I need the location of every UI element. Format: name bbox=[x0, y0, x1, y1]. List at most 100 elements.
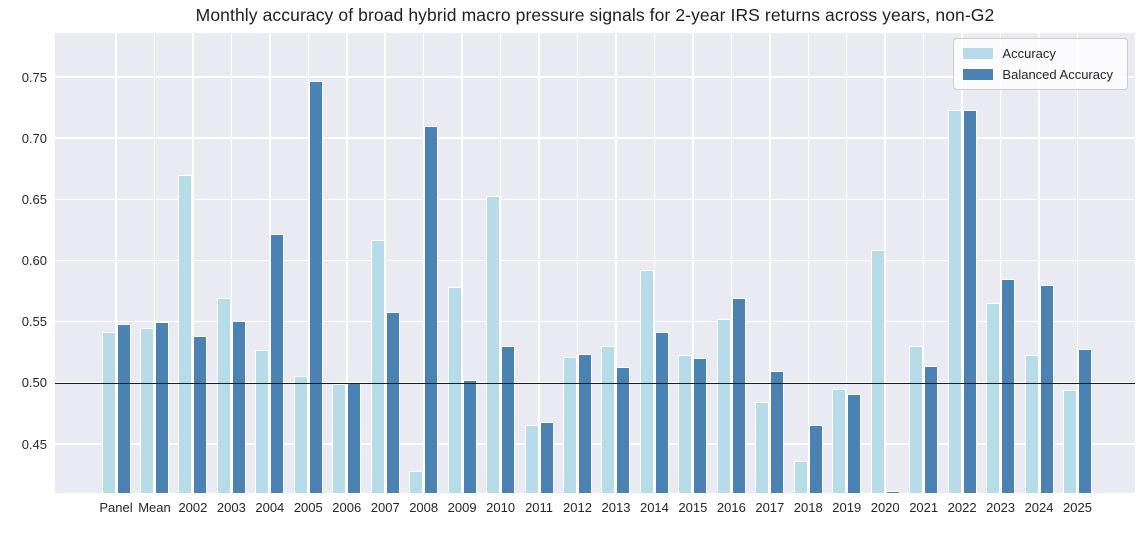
x-tick-label: 2020 bbox=[870, 500, 900, 515]
plot-area: Accuracy Balanced Accuracy 0.45 0.50 0.55 0… bbox=[22, 33, 1135, 515]
x-tick-label: 2014 bbox=[639, 500, 669, 515]
bar-accuracy-2002 bbox=[178, 174, 193, 493]
gridline-vertical bbox=[230, 33, 233, 493]
x-tick-label: 2004 bbox=[255, 500, 285, 515]
x-tick-label: 2012 bbox=[563, 500, 592, 515]
gridline-vertical bbox=[1076, 33, 1079, 493]
legend-swatch-balanced-accuracy-icon bbox=[963, 69, 994, 80]
x-tick-label: 2011 bbox=[525, 500, 554, 515]
gridline-vertical bbox=[192, 33, 194, 493]
bar-balanced-accuracy-2010 bbox=[501, 346, 516, 493]
bar-accuracy-2014 bbox=[639, 270, 654, 493]
bar-accuracy-2009 bbox=[447, 287, 462, 493]
bar-accuracy-2020 bbox=[870, 249, 885, 493]
gridline-vertical bbox=[615, 33, 617, 493]
legend-swatch-accuracy-icon bbox=[963, 48, 994, 59]
gridline-horizontal bbox=[55, 76, 1135, 78]
y-tick-label: 0.45 bbox=[21, 436, 47, 452]
x-tick-label: 2025 bbox=[1063, 500, 1092, 515]
bar-accuracy-panel bbox=[101, 331, 116, 493]
x-tick-label: 2018 bbox=[793, 500, 823, 515]
gridline-vertical bbox=[653, 33, 656, 493]
y-tick-label: 0.65 bbox=[21, 191, 47, 207]
x-tick-label: 2019 bbox=[832, 500, 862, 515]
gridline-vertical bbox=[576, 33, 579, 493]
gridline-vertical bbox=[346, 33, 348, 493]
bar-balanced-accuracy-2019 bbox=[847, 393, 862, 493]
bar-accuracy-2004 bbox=[255, 349, 270, 493]
bar-balanced-accuracy-2016 bbox=[731, 298, 746, 493]
x-tick-label: 2016 bbox=[716, 500, 746, 515]
bar-accuracy-2016 bbox=[716, 319, 731, 493]
bar-balanced-accuracy-2009 bbox=[462, 380, 477, 493]
bar-balanced-accuracy-2006 bbox=[347, 382, 362, 493]
gridline-vertical bbox=[769, 33, 771, 493]
bar-balanced-accuracy-2022 bbox=[962, 110, 977, 493]
bar-balanced-accuracy-2003 bbox=[231, 320, 246, 493]
legend-label-balanced-accuracy: Balanced Accuracy bbox=[1002, 67, 1113, 82]
bar-accuracy-2006 bbox=[332, 384, 347, 493]
x-tick-label: 2006 bbox=[332, 500, 362, 515]
bar-balanced-accuracy-2002 bbox=[193, 336, 208, 493]
bar-accuracy-2024 bbox=[1024, 354, 1039, 493]
bar-balanced-accuracy-2007 bbox=[385, 311, 400, 493]
gridline-vertical bbox=[999, 33, 1002, 493]
gridline-horizontal bbox=[55, 137, 1135, 139]
gridline-vertical bbox=[807, 33, 810, 493]
x-tick-label: 2015 bbox=[678, 500, 708, 515]
bar-accuracy-2008 bbox=[409, 470, 424, 493]
gridline-vertical bbox=[307, 33, 310, 493]
y-tick-label: 0.75 bbox=[21, 69, 47, 85]
legend-item-accuracy: Accuracy bbox=[963, 46, 1117, 61]
gridline-vertical bbox=[499, 33, 502, 493]
bar-balanced-accuracy-2018 bbox=[808, 424, 823, 493]
gridline-vertical bbox=[1038, 33, 1040, 493]
bar-balanced-accuracy-2025 bbox=[1078, 348, 1092, 493]
bar-accuracy-2025 bbox=[1063, 390, 1077, 493]
bar-accuracy-2015 bbox=[678, 354, 693, 493]
x-tick-label: 2010 bbox=[486, 500, 516, 515]
baseline-0.50 bbox=[55, 382, 1135, 384]
legend-label-accuracy: Accuracy bbox=[1002, 46, 1056, 61]
bar-balanced-accuracy-mean bbox=[154, 321, 169, 493]
bar-balanced-accuracy-panel bbox=[116, 324, 131, 493]
x-tick-label: Mean bbox=[138, 500, 171, 515]
legend-item-balanced-accuracy: Balanced Accuracy bbox=[963, 67, 1117, 82]
bar-accuracy-2018 bbox=[793, 461, 808, 493]
x-tick-label: 2021 bbox=[909, 500, 939, 515]
gridline-vertical bbox=[961, 33, 963, 493]
x-tick-label: 2003 bbox=[216, 500, 246, 515]
bar-accuracy-2022 bbox=[947, 110, 962, 493]
y-tick-label: 0.70 bbox=[21, 130, 47, 146]
bar-balanced-accuracy-2004 bbox=[270, 233, 285, 493]
y-tick-label: 0.50 bbox=[21, 375, 47, 391]
bar-balanced-accuracy-2013 bbox=[616, 367, 631, 493]
bar-balanced-accuracy-2020 bbox=[885, 490, 900, 493]
x-tick-label: 2022 bbox=[947, 500, 977, 515]
y-tick-label: 0.60 bbox=[21, 253, 47, 269]
bar-balanced-accuracy-2021 bbox=[924, 365, 939, 493]
bar-balanced-accuracy-2008 bbox=[424, 125, 439, 493]
x-tick-label: 2017 bbox=[755, 500, 785, 515]
x-tick-label: 2023 bbox=[986, 500, 1016, 515]
x-tick-label: Panel bbox=[99, 500, 133, 515]
bar-accuracy-2007 bbox=[370, 239, 385, 493]
bar-balanced-accuracy-2011 bbox=[539, 422, 554, 493]
bar-balanced-accuracy-2012 bbox=[578, 353, 593, 493]
bar-accuracy-2013 bbox=[601, 346, 616, 493]
bar-balanced-accuracy-2015 bbox=[693, 358, 708, 493]
bar-balanced-accuracy-2024 bbox=[1039, 285, 1054, 493]
gridline-vertical bbox=[884, 33, 886, 493]
bar-balanced-accuracy-2023 bbox=[1001, 278, 1016, 493]
gridline-horizontal bbox=[55, 320, 1135, 323]
gridline-vertical bbox=[922, 33, 925, 493]
bar-accuracy-2012 bbox=[563, 357, 578, 493]
gridline-vertical bbox=[461, 33, 463, 493]
bar-accuracy-2011 bbox=[524, 424, 539, 493]
gridline-horizontal bbox=[55, 198, 1135, 201]
x-tick-label: 2008 bbox=[409, 500, 439, 515]
y-tick-label: 0.55 bbox=[21, 314, 47, 330]
gridline-vertical bbox=[115, 33, 117, 493]
bar-accuracy-2017 bbox=[755, 402, 770, 493]
